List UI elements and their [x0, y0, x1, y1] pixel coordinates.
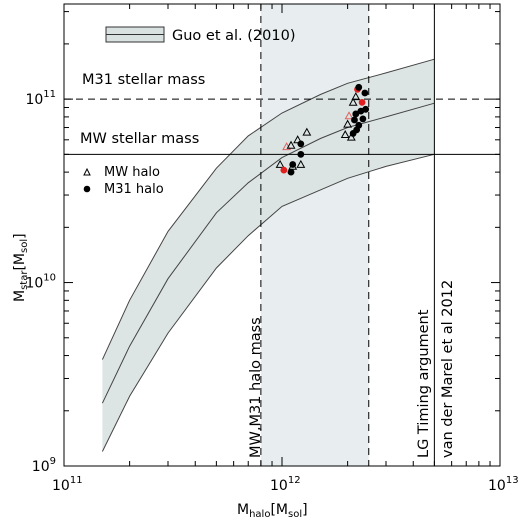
mw-halo-point: [302, 127, 312, 136]
x-tick-label: 1012: [270, 475, 301, 494]
mw-halo-point: [346, 132, 356, 141]
legend-mw-label: MW halo: [104, 165, 160, 180]
guo-band-lower-edge: [101, 153, 435, 452]
mw-stellar-mass-label: MW stellar mass: [80, 131, 199, 147]
m31-halo-point: [351, 116, 358, 124]
mw-halo-point: [340, 130, 350, 139]
legend-m31-marker: [83, 185, 91, 193]
axes: 1011 1012 1013 109 1010 1011: [25, 4, 519, 494]
m31-stellar-mass-label: M31 stellar mass: [82, 72, 205, 88]
m31-halo-point: [352, 110, 360, 118]
mw-halo-point: [348, 97, 358, 106]
m31-halo-point: [297, 150, 305, 158]
m31-halo-point: [362, 105, 370, 113]
legend-band-label: Guo et al. (2010): [172, 28, 295, 44]
m31-halo-point: [297, 140, 305, 148]
m31-halo-point: [355, 83, 363, 91]
m31-halo-point: [358, 98, 366, 106]
x-tick-label: 1013: [488, 475, 519, 494]
m31-halo-point: [280, 166, 288, 174]
mw-halo-point: [286, 140, 296, 149]
x-tick-label: 1011: [52, 475, 83, 494]
mw-halo-point: [344, 111, 354, 120]
m31-halo-point: [355, 121, 363, 129]
y-axis-label: Mstar[Msol]: [12, 233, 30, 302]
y-tick-label: 109: [32, 456, 56, 475]
m31-halo-point: [359, 115, 367, 123]
mw-halo-point: [275, 159, 285, 168]
y-tick-label: 1011: [25, 89, 56, 108]
plot-background: [260, 4, 369, 466]
mw-halo-point: [343, 119, 353, 128]
lg-timing-label: LG Timing argument: [416, 309, 432, 458]
guo-center-line: [101, 102, 435, 404]
mw-halo-point: [351, 92, 361, 101]
m31-halo-point: [289, 161, 297, 168]
x-axis-label: Mhalo[Msol]: [237, 502, 308, 520]
plot-data: [64, 4, 500, 466]
guo-band: [102, 59, 435, 452]
m31-halo-point: [361, 89, 369, 97]
halo-mass-region: [260, 4, 369, 466]
y-tick-label: 1010: [25, 273, 56, 292]
m31-halo-point: [287, 168, 295, 176]
guo-band-upper-edge: [101, 58, 435, 360]
van-der-marel-label: van der Marel et al 2012: [440, 280, 456, 458]
legend: Guo et al. (2010) MW halo M31 halo: [83, 26, 295, 197]
legend-m31-label: M31 halo: [104, 182, 164, 197]
mw-halo-point: [296, 159, 306, 168]
halo-mass-label: MW,M31 halo mass: [248, 317, 264, 458]
legend-mw-marker: [83, 167, 91, 176]
